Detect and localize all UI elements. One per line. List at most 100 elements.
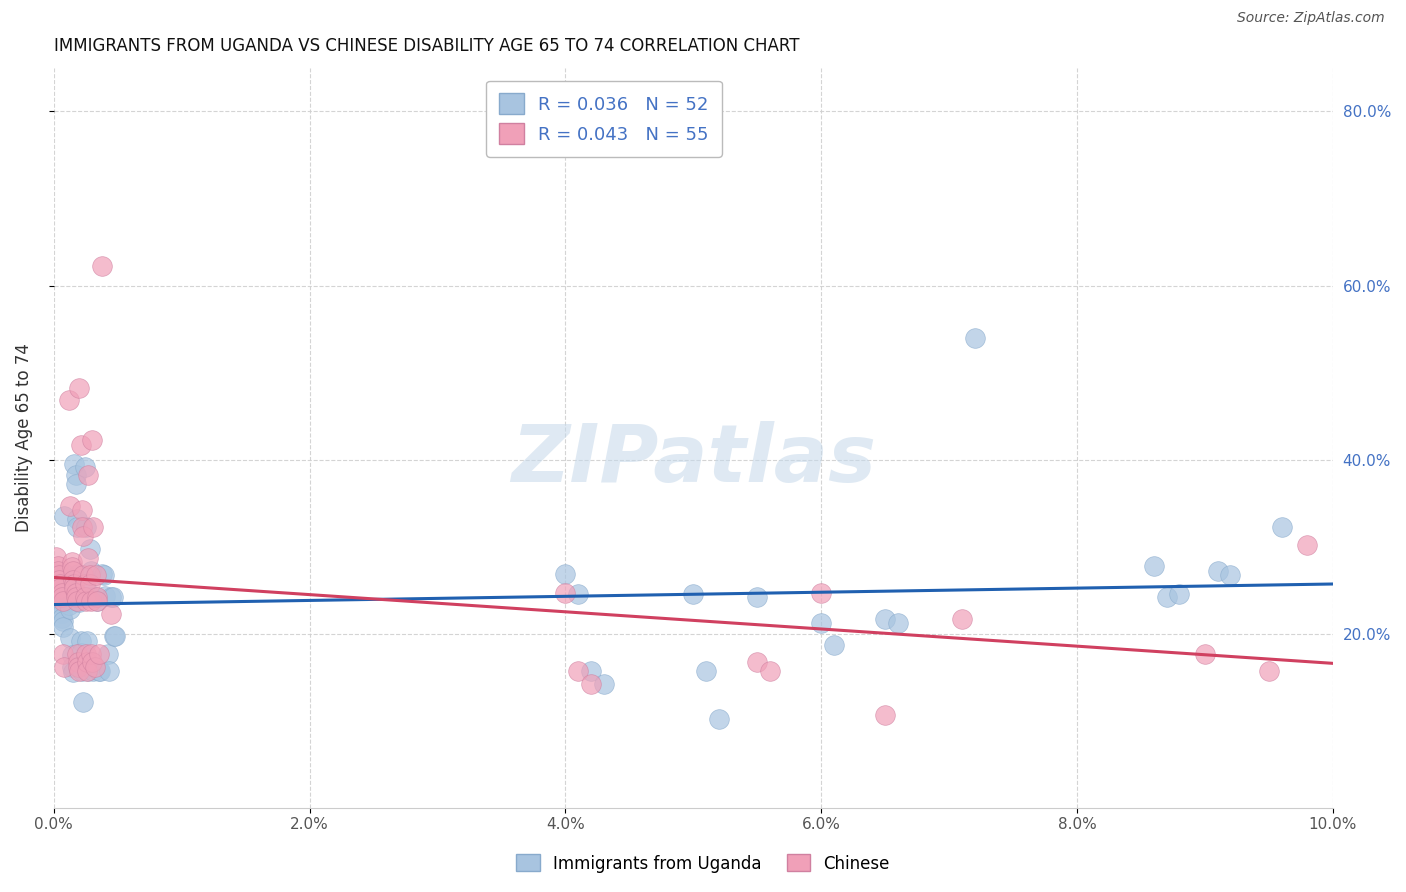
Point — [1206, 564, 1229, 578]
Point — [75, 647, 97, 661]
Point — [76, 633, 98, 648]
Point — [82, 656, 104, 670]
Point — [101, 590, 124, 604]
Point — [76, 664, 98, 678]
Point — [67, 659, 90, 673]
Point — [65, 477, 87, 491]
Point — [69, 633, 91, 648]
Point — [58, 593, 80, 607]
Point — [69, 438, 91, 452]
Point — [579, 677, 602, 691]
Point — [103, 629, 125, 643]
Point — [682, 587, 704, 601]
Point — [75, 520, 97, 534]
Point — [67, 656, 90, 670]
Point — [52, 620, 75, 634]
Point — [45, 549, 67, 564]
Point — [58, 598, 80, 612]
Point — [53, 567, 76, 582]
Point — [72, 529, 94, 543]
Point — [97, 664, 120, 678]
Point — [51, 585, 73, 599]
Point — [1194, 647, 1216, 661]
Point — [67, 664, 90, 678]
Point — [75, 594, 97, 608]
Point — [48, 591, 70, 606]
Point — [48, 573, 70, 587]
Point — [83, 659, 105, 673]
Point — [592, 677, 614, 691]
Point — [96, 647, 118, 661]
Point — [84, 590, 107, 604]
Point — [104, 629, 127, 643]
Point — [87, 664, 110, 678]
Point — [75, 582, 97, 596]
Point — [72, 568, 94, 582]
Point — [69, 646, 91, 660]
Point — [63, 582, 86, 596]
Point — [49, 577, 72, 591]
Point — [86, 594, 108, 608]
Point — [77, 468, 100, 483]
Point — [567, 587, 589, 601]
Point — [79, 568, 101, 582]
Point — [875, 707, 897, 722]
Point — [82, 520, 104, 534]
Point — [51, 611, 73, 625]
Point — [72, 694, 94, 708]
Point — [82, 664, 104, 678]
Point — [46, 574, 69, 589]
Point — [77, 658, 100, 673]
Point — [79, 542, 101, 557]
Point — [94, 589, 117, 603]
Point — [45, 566, 67, 580]
Legend: Immigrants from Uganda, Chinese: Immigrants from Uganda, Chinese — [510, 847, 896, 880]
Point — [52, 647, 75, 661]
Point — [66, 594, 89, 608]
Point — [76, 656, 98, 670]
Point — [79, 577, 101, 591]
Point — [67, 567, 90, 582]
Point — [46, 558, 69, 573]
Text: Source: ZipAtlas.com: Source: ZipAtlas.com — [1237, 12, 1385, 25]
Point — [59, 631, 82, 645]
Point — [80, 594, 103, 608]
Point — [73, 590, 96, 604]
Point — [66, 647, 89, 661]
Point — [63, 577, 86, 591]
Point — [1271, 520, 1294, 534]
Point — [1257, 664, 1279, 678]
Point — [65, 468, 87, 483]
Point — [49, 602, 72, 616]
Point — [65, 585, 87, 599]
Point — [55, 577, 77, 591]
Point — [55, 582, 77, 596]
Point — [579, 664, 602, 678]
Point — [80, 647, 103, 661]
Point — [82, 590, 104, 604]
Point — [100, 607, 122, 622]
Point — [100, 590, 122, 604]
Point — [51, 606, 73, 620]
Point — [53, 509, 76, 524]
Point — [86, 590, 108, 604]
Point — [77, 664, 100, 678]
Point — [810, 585, 832, 599]
Point — [70, 503, 93, 517]
Point — [51, 590, 73, 604]
Point — [76, 590, 98, 604]
Point — [60, 555, 83, 569]
Point — [93, 568, 115, 582]
Point — [70, 664, 93, 678]
Point — [554, 567, 576, 582]
Point — [747, 590, 769, 604]
Point — [67, 590, 90, 604]
Point — [59, 499, 82, 513]
Point — [554, 585, 576, 599]
Point — [62, 573, 84, 587]
Point — [62, 665, 84, 679]
Point — [67, 595, 90, 609]
Point — [46, 564, 69, 578]
Point — [84, 568, 107, 582]
Point — [86, 594, 108, 608]
